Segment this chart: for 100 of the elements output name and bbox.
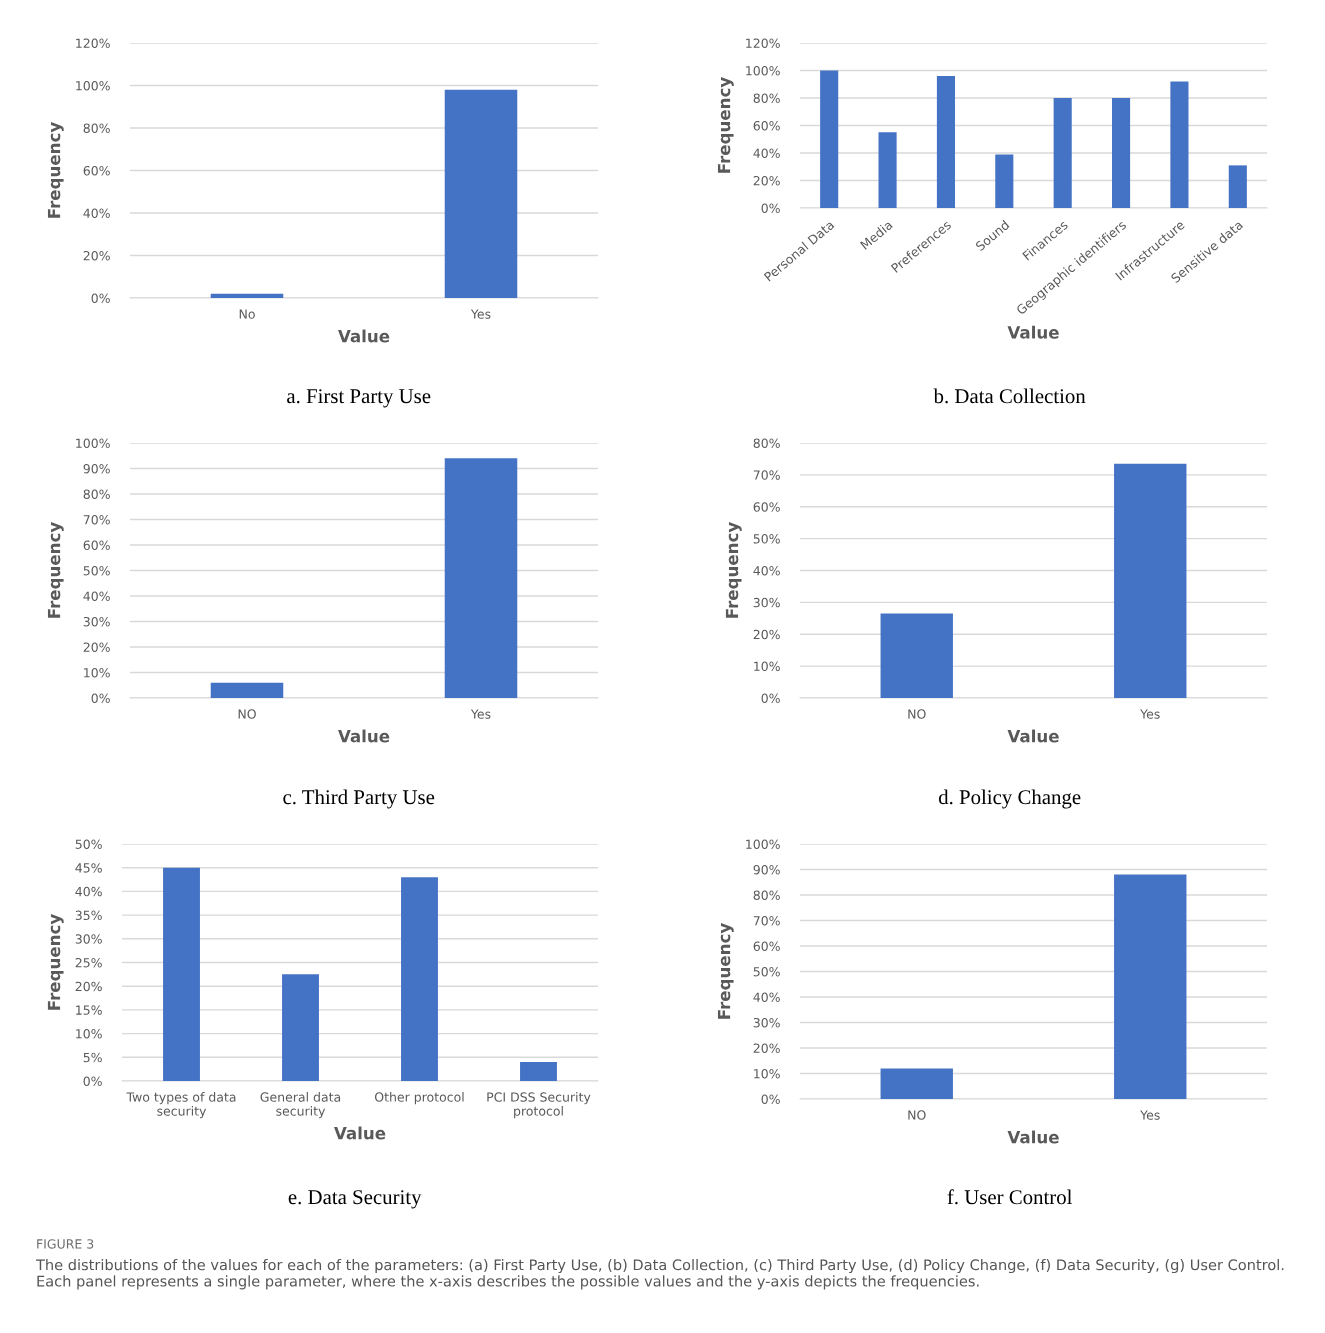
y-tick-label: 30%	[753, 1017, 780, 1028]
bar	[1112, 98, 1131, 208]
y-tick-label: 60%	[753, 502, 780, 512]
y-tick-label: 0%	[761, 1094, 780, 1104]
y-tick-label: 35%	[75, 910, 102, 921]
y-tick-label: 0%	[91, 293, 110, 303]
bar	[401, 877, 438, 1081]
x-tick-label: Yes	[470, 709, 491, 719]
y-tick-label: 80%	[753, 438, 780, 448]
y-tick-label: 60%	[753, 120, 780, 131]
x-axis-title: Value	[338, 729, 390, 743]
y-tick-label: 60%	[753, 941, 780, 951]
y-tick-label: 70%	[753, 915, 780, 926]
text: c. Third Party Use	[283, 789, 435, 809]
bar	[163, 867, 200, 1081]
text: b. Data Collection	[933, 388, 1086, 404]
y-tick-label: 120%	[746, 38, 780, 48]
x-axis-title: Value	[1007, 325, 1059, 339]
y-tick-label: 0%	[83, 1076, 102, 1086]
y-tick-label: 30%	[753, 597, 780, 608]
y-tick-label: 80%	[83, 123, 110, 133]
y-tick-label: 20%	[753, 629, 780, 640]
y-tick-label: 120%	[76, 38, 110, 48]
y-tick-label: 20%	[83, 250, 110, 261]
y-tick-label: 50%	[75, 839, 102, 849]
y-axis-title: Frequency	[717, 923, 734, 1019]
y-tick-label: 40%	[753, 565, 780, 576]
x-tick-label: Two types of data security	[126, 1092, 236, 1119]
y-tick-label: 5%	[83, 1052, 102, 1063]
text: e. Data Security	[288, 1190, 422, 1209]
y-tick-label: 70%	[753, 470, 780, 480]
text: f. User Control	[947, 1189, 1073, 1205]
y-axis-title: Frequency	[47, 122, 64, 218]
y-tick-label: 10%	[76, 1029, 102, 1039]
y-tick-label: 10%	[754, 661, 780, 672]
y-tick-label: 50%	[753, 534, 780, 544]
bar	[1228, 165, 1247, 208]
bar	[520, 1062, 557, 1081]
y-tick-label: 40%	[753, 148, 780, 158]
y-tick-label: 30%	[83, 616, 110, 627]
y-tick-label: 100%	[76, 80, 110, 91]
x-tick-label: Yes	[1140, 1110, 1160, 1120]
y-tick-label: 100%	[76, 438, 110, 448]
y-tick-label: 60%	[83, 540, 110, 550]
y-tick-label: 100%	[746, 839, 780, 849]
x-tick-label: PCI DSS Security protocol	[487, 1092, 591, 1119]
y-axis-title: Frequency	[717, 77, 734, 173]
y-tick-label: 45%	[75, 863, 102, 873]
bar	[1053, 98, 1072, 208]
y-tick-label: 50%	[753, 966, 780, 977]
text: d. Policy Change	[938, 789, 1081, 809]
y-axis-title: Frequency	[47, 914, 64, 1010]
y-tick-label: 40%	[83, 591, 110, 601]
y-tick-label: 0%	[91, 693, 110, 703]
bar	[1170, 81, 1189, 208]
bar	[936, 76, 955, 208]
x-axis-title: Value	[338, 329, 390, 343]
y-tick-label: 20%	[83, 642, 110, 652]
y-tick-label: 20%	[753, 175, 780, 186]
y-tick-label: 0%	[761, 693, 780, 703]
y-tick-label: 70%	[83, 514, 110, 525]
y-tick-label: 0%	[761, 203, 780, 213]
x-tick-label: General data security	[260, 1092, 341, 1119]
y-tick-label: 10%	[84, 667, 110, 678]
x-axis-title: Value	[1007, 729, 1059, 743]
y-tick-label: 50%	[83, 565, 110, 576]
x-tick-label: Yes	[470, 309, 491, 319]
y-axis-title: Frequency	[725, 522, 742, 618]
y-tick-label: 25%	[75, 957, 102, 968]
y-tick-label: 60%	[83, 165, 110, 176]
bar	[878, 132, 897, 208]
x-tick-label: No	[239, 309, 255, 319]
y-tick-label: 100%	[746, 65, 780, 76]
text: a. First Party Use	[287, 389, 431, 408]
x-axis-title: Value	[334, 1126, 386, 1140]
y-tick-label: 80%	[753, 890, 780, 900]
x-axis-title: Value	[1007, 1130, 1059, 1144]
text: The distributions of the values for each of the parameters: (a) First Party Use, (b) Data Collection, (c) Third Party Use, (d) Policy Change, (f) Data Security, (g) User Control. Each panel represents a single parameter, where the x-axis describes the possible values and the y-axis depicts the frequencies.	[35, 1259, 1284, 1290]
y-tick-label: 90%	[753, 864, 780, 875]
y-tick-label: 15%	[76, 1005, 102, 1015]
y-tick-label: 20%	[75, 981, 102, 992]
y-tick-label: 40%	[753, 992, 780, 1002]
bar	[282, 974, 319, 1081]
x-tick-label: NO	[908, 1110, 926, 1120]
x-tick-label: NO	[908, 709, 926, 719]
y-tick-label: 40%	[83, 208, 110, 218]
y-tick-label: 80%	[83, 489, 110, 499]
x-tick-label: Other protocol	[374, 1092, 464, 1105]
x-tick-label: Yes	[1140, 709, 1160, 719]
x-tick-label: NO	[238, 709, 256, 719]
caption: FIGURE 3	[37, 1239, 94, 1249]
bar	[820, 70, 839, 208]
y-axis-title: Frequency	[47, 522, 64, 618]
y-tick-label: 20%	[753, 1043, 780, 1053]
y-tick-label: 10%	[754, 1068, 780, 1079]
bar	[995, 154, 1014, 208]
y-tick-label: 80%	[753, 93, 780, 103]
y-tick-label: 90%	[83, 463, 110, 474]
y-tick-label: 30%	[75, 934, 102, 944]
y-tick-label: 40%	[75, 886, 102, 897]
